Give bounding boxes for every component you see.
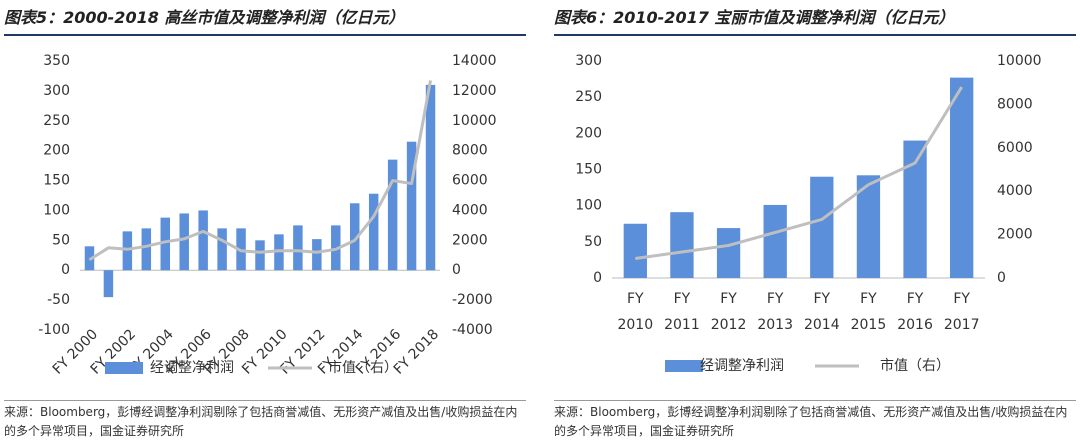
y-tick-label: 50 bbox=[584, 234, 602, 250]
y2-tick-label: 2000 bbox=[997, 227, 1033, 243]
line bbox=[635, 86, 963, 260]
source-note: 来源：Bloomberg，彭博经调整净利润剔除了包括商誉减值、无形资产减值及出售… bbox=[554, 400, 1076, 441]
y-tick-label: 300 bbox=[43, 83, 70, 99]
x-tick-label: FY 2017 bbox=[943, 291, 980, 333]
chart-panel: 图表6：2010-2017 宝丽市值及调整净利润（亿日元） 来源：Bloomber… bbox=[550, 0, 1080, 444]
y-tick-label: -50 bbox=[47, 292, 70, 308]
legend-label: 经调整净利润 bbox=[150, 360, 234, 376]
bar bbox=[810, 176, 834, 278]
bar bbox=[160, 217, 170, 271]
bar bbox=[293, 225, 303, 271]
bar bbox=[368, 193, 379, 271]
bar bbox=[406, 141, 417, 271]
y-tick-label: 0 bbox=[593, 270, 602, 286]
bar bbox=[763, 204, 787, 278]
y-tick-label: 0 bbox=[61, 262, 70, 278]
y2-tick-label: 10000 bbox=[997, 53, 1042, 69]
bar bbox=[950, 77, 974, 279]
bar bbox=[856, 175, 881, 278]
chart-title: 图表6：2010-2017 宝丽市值及调整净利润（亿日元） bbox=[554, 4, 1076, 36]
y2-tick-label: 0 bbox=[997, 270, 1006, 286]
y-tick-label: 150 bbox=[43, 173, 70, 189]
y-tick-label: 200 bbox=[575, 125, 602, 141]
y-tick-label: 150 bbox=[575, 162, 602, 178]
y2-tick-label: -4000 bbox=[452, 322, 493, 338]
legend-label: 市值（右） bbox=[880, 357, 950, 374]
legend-swatch bbox=[105, 362, 143, 374]
bar bbox=[350, 203, 360, 271]
x-tick-label: FY 2013 bbox=[757, 291, 793, 333]
bar bbox=[103, 270, 114, 298]
x-tick-label: FY 2014 bbox=[803, 291, 840, 333]
y2-tick-label: 6000 bbox=[997, 140, 1033, 156]
bar bbox=[425, 84, 436, 271]
x-tick-label: FY 2015 bbox=[850, 291, 887, 333]
bar bbox=[716, 228, 741, 278]
line bbox=[88, 80, 433, 262]
bar bbox=[198, 210, 208, 271]
x-tick-label: FY 2016 bbox=[897, 291, 933, 333]
chart: 0 50 100 150 200 250 300 0 2000 4000 6000 8000 10000… bbox=[575, 53, 1042, 374]
bar bbox=[387, 159, 398, 271]
y-tick-label: 350 bbox=[43, 53, 70, 69]
y-tick-label: 100 bbox=[575, 198, 602, 214]
y2-tick-label: 8000 bbox=[452, 143, 488, 159]
y2-tick-label: 4000 bbox=[997, 183, 1033, 199]
bar bbox=[255, 240, 265, 271]
y-tick-label: 50 bbox=[52, 232, 70, 248]
bar bbox=[312, 239, 322, 271]
bar bbox=[670, 212, 694, 278]
y2-tick-label: 12000 bbox=[452, 83, 497, 99]
y-tick-label: 300 bbox=[575, 53, 602, 69]
y-tick-label: -100 bbox=[38, 322, 70, 338]
bar bbox=[141, 228, 152, 271]
source-note: 来源：Bloomberg，彭博经调整净利润剔除了包括商誉减值、无形资产减值及出售… bbox=[4, 400, 526, 441]
chart-title: 图表5：2000-2018 高丝市值及调整净利润（亿日元） bbox=[4, 4, 526, 36]
x-tick-label: FY 2011 bbox=[664, 291, 700, 333]
y2-tick-label: 4000 bbox=[452, 202, 488, 218]
chart: -100 -50 0 50 100 150 200 250 300 350 -4000 -2000 0 2… bbox=[38, 53, 497, 378]
chart-panel: 图表5：2000-2018 高丝市值及调整净利润（亿日元） 来源：Bloomber… bbox=[0, 0, 530, 444]
bar bbox=[623, 223, 647, 278]
bar bbox=[903, 140, 927, 278]
y2-tick-label: 0 bbox=[452, 262, 461, 278]
y-tick-label: 100 bbox=[43, 202, 70, 218]
y2-tick-label: 14000 bbox=[452, 53, 497, 69]
legend-swatch bbox=[665, 360, 703, 372]
bar bbox=[179, 213, 189, 271]
y-tick-label: 250 bbox=[43, 113, 70, 129]
y2-tick-label: 8000 bbox=[997, 96, 1033, 112]
y2-tick-label: 6000 bbox=[452, 173, 488, 189]
y-tick-label: 200 bbox=[43, 143, 70, 159]
y-tick-label: 250 bbox=[575, 89, 602, 105]
legend-label: 经调整净利润 bbox=[700, 358, 784, 374]
y2-tick-label: -2000 bbox=[452, 292, 493, 308]
y2-tick-label: 10000 bbox=[452, 113, 497, 129]
x-tick-label: FY 2010 bbox=[617, 291, 654, 333]
bar bbox=[217, 228, 227, 271]
x-tick-label: FY 2012 bbox=[710, 291, 747, 333]
legend-label: 市值（右） bbox=[328, 359, 398, 376]
y2-tick-label: 2000 bbox=[452, 232, 488, 248]
